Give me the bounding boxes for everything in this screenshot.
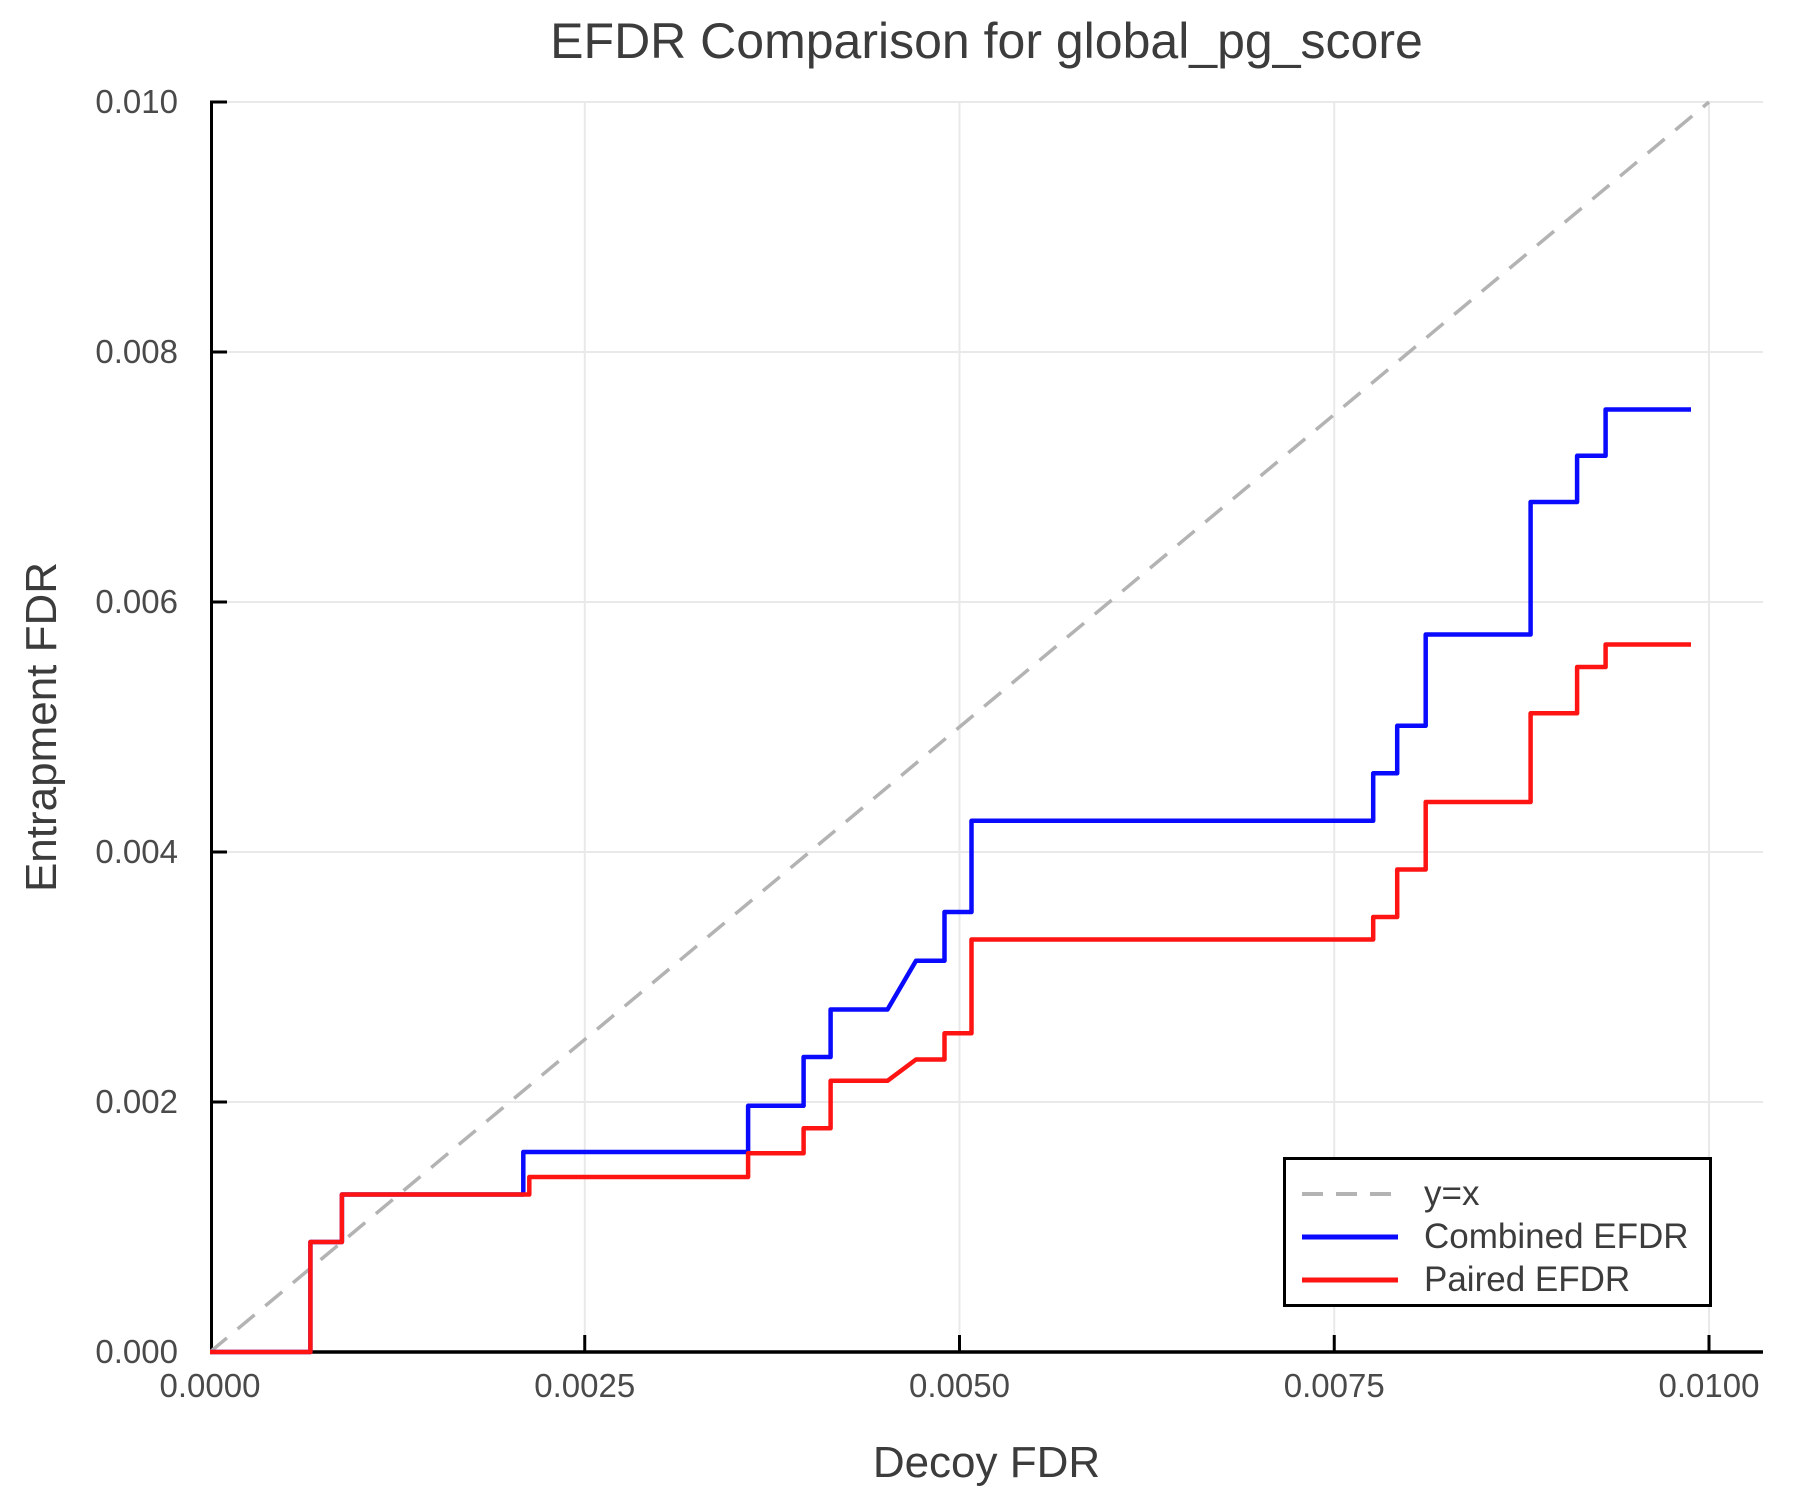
x-tick-label: 0.0100 [1658, 1367, 1760, 1404]
paired-efdr-line-sample [1302, 1277, 1398, 1282]
y-tick-label: 0.010 [95, 83, 178, 120]
x-tick-label: 0.0025 [534, 1367, 636, 1404]
legend-entry-identity: y=x [1300, 1172, 1709, 1215]
paired-efdr-line [210, 642, 1691, 1355]
x-axis-title: Decoy FDR [872, 1438, 1101, 1487]
legend-label-identity: y=x [1424, 1173, 1480, 1213]
legend-label-combined: Combined EFDR [1424, 1216, 1689, 1256]
legend-entry-paired: Paired EFDR [1300, 1258, 1709, 1301]
plot-area [210, 100, 1763, 1355]
y-tick-label: 0.002 [95, 1083, 178, 1120]
x-tick-label: 0.0000 [159, 1367, 261, 1404]
y-tick-label: 0.000 [95, 1333, 178, 1370]
combined-efdr-line-sample [1302, 1234, 1398, 1239]
y-tick-label: 0.008 [95, 333, 178, 370]
legend: y=x Combined EFDR Paired EFDR [1283, 1157, 1712, 1307]
legend-label-paired: Paired EFDR [1424, 1259, 1631, 1299]
x-tick-label: 0.0050 [909, 1367, 1010, 1404]
y-tick-label: 0.004 [95, 833, 178, 870]
identity-line-sample [1302, 1191, 1398, 1196]
chart-title: EFDR Comparison for global_pg_score [550, 13, 1423, 69]
identity-line [210, 100, 1711, 1354]
legend-entry-combined: Combined EFDR [1300, 1215, 1709, 1258]
y-tick-label: 0.006 [95, 583, 178, 620]
x-tick-label: 0.0075 [1283, 1367, 1385, 1404]
combined-efdr-line [210, 407, 1691, 1355]
